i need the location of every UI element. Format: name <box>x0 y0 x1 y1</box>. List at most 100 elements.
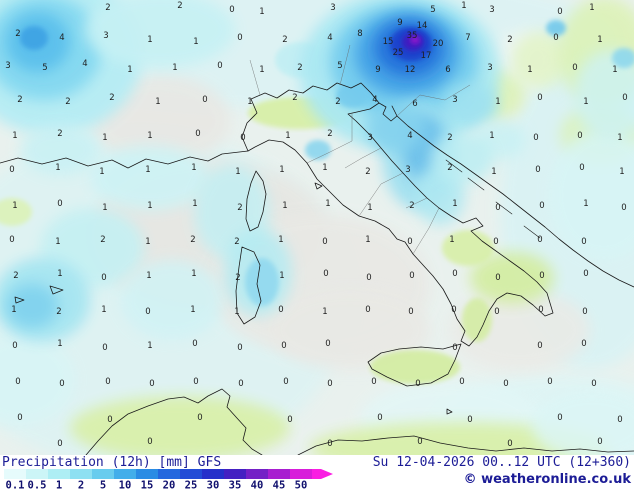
map-footer: Precipitation (12h) [mm] GFS Su 12-04-20… <box>0 455 634 490</box>
map-value: 0 <box>325 339 330 349</box>
shade-cell <box>0 198 32 226</box>
map-value: 20 <box>433 39 444 49</box>
product-title: Precipitation (12h) [mm] GFS <box>2 455 222 470</box>
shade-cell <box>70 396 290 455</box>
map-value: 4 <box>59 33 64 43</box>
legend-label: 45 <box>273 480 286 490</box>
map-value: 0 <box>417 437 422 447</box>
map-value: 1 <box>489 131 494 141</box>
map-value: 0 <box>503 379 508 389</box>
map-value: 2 <box>409 201 414 211</box>
map-value: 1 <box>57 269 62 279</box>
map-value: 1 <box>279 165 284 175</box>
map-value: 3 <box>5 61 10 71</box>
shade-cell <box>305 140 331 160</box>
map-value: 1 <box>322 163 327 173</box>
map-value: 0 <box>149 379 154 389</box>
map-value: 1 <box>145 165 150 175</box>
map-value: 2 <box>297 63 302 73</box>
region-border <box>412 207 440 255</box>
region-border <box>306 140 353 164</box>
map-value: 2 <box>56 307 61 317</box>
legend-label: 40 <box>251 480 264 490</box>
map-value: 12 <box>405 65 416 75</box>
legend-color-scale: 0.1 0.5 1 2 5 10 15 20 25 30 35 40 45 50 <box>4 469 333 490</box>
legend-label: 2 <box>78 480 84 490</box>
map-value: 0 <box>278 305 283 315</box>
map-value: 0 <box>327 379 332 389</box>
legend-label: 1 <box>56 480 62 490</box>
shade-cell <box>546 20 566 36</box>
map-value: 2 <box>65 97 70 107</box>
map-value: 0 <box>365 305 370 315</box>
map-value: 2 <box>292 93 297 103</box>
map-value: 35 <box>407 31 418 41</box>
map-value: 3 <box>487 63 492 73</box>
map-value: 9 <box>397 18 402 28</box>
legend-label: 0.5 <box>28 480 47 490</box>
map-value: 0 <box>577 131 582 141</box>
map-value: 0 <box>407 237 412 247</box>
map-value: 0 <box>581 237 586 247</box>
map-value: 1 <box>278 235 283 245</box>
map-value: 0 <box>107 415 112 425</box>
map-value: 1 <box>279 271 284 281</box>
map-value: 0 <box>238 379 243 389</box>
coastlines-layer <box>0 82 634 455</box>
legend-segment <box>180 469 202 479</box>
map-value: 0 <box>538 305 543 315</box>
coastline-istria <box>378 102 398 122</box>
map-value: 2 <box>235 273 240 283</box>
map-value: 0 <box>557 413 562 423</box>
shade-cell <box>512 32 568 88</box>
map-value: 1 <box>147 35 152 45</box>
map-value: 0 <box>9 165 14 175</box>
map-value: 0 <box>366 273 371 283</box>
shade-cell <box>612 48 634 68</box>
shade-cell <box>410 36 420 44</box>
map-value: 0 <box>12 341 17 351</box>
map-value: 2 <box>335 97 340 107</box>
map-value: 1 <box>452 199 457 209</box>
island-malta <box>446 408 453 415</box>
map-value: 1 <box>235 167 240 177</box>
map-value: 0 <box>237 343 242 353</box>
coastline-france <box>0 150 249 169</box>
valid-time: Su 12-04-2026 00..12 UTC (12+360) <box>372 455 631 470</box>
map-value: 1 <box>172 63 177 73</box>
map-value: 0 <box>535 165 540 175</box>
shade-cell <box>336 84 368 108</box>
precipitation-map: 2 2 0 1 3 9 5 1 3 0 1 2 4 3 1 1 0 2 4 8 15 35 20 7 2 0 1 14 25 17 3 5 4 1… <box>0 0 634 455</box>
map-value: 2 <box>237 203 242 213</box>
map-value: 1 <box>234 307 239 317</box>
map-value: 0 <box>415 379 420 389</box>
legend-label: 15 <box>141 480 154 490</box>
map-value: 1 <box>612 65 617 75</box>
map-value: 0 <box>193 377 198 387</box>
map-value: 15 <box>383 37 394 47</box>
coastline-italy <box>241 82 554 347</box>
legend-label: 20 <box>163 480 176 490</box>
map-value: 1 <box>147 341 152 351</box>
map-value: 0 <box>240 133 245 143</box>
map-value: 1 <box>583 97 588 107</box>
map-value: 0 <box>495 203 500 213</box>
map-value: 0 <box>495 273 500 283</box>
shade-cell <box>430 132 494 184</box>
map-value: 0 <box>494 307 499 317</box>
map-value: 1 <box>11 305 16 315</box>
shade-cell <box>20 26 48 50</box>
coastline-africa-east <box>297 435 634 455</box>
map-value: 1 <box>325 199 330 209</box>
legend-segment <box>26 469 48 479</box>
legend-segment <box>268 469 290 479</box>
map-value: 0 <box>229 5 234 15</box>
map-value: 0 <box>322 237 327 247</box>
dalmatian-islands <box>445 159 541 239</box>
map-value: 1 <box>449 235 454 245</box>
shade-cell <box>90 146 210 210</box>
map-value: 0 <box>323 269 328 279</box>
shade-cell <box>462 298 492 342</box>
map-value: 0 <box>493 237 498 247</box>
map-value: 0 <box>451 305 456 315</box>
